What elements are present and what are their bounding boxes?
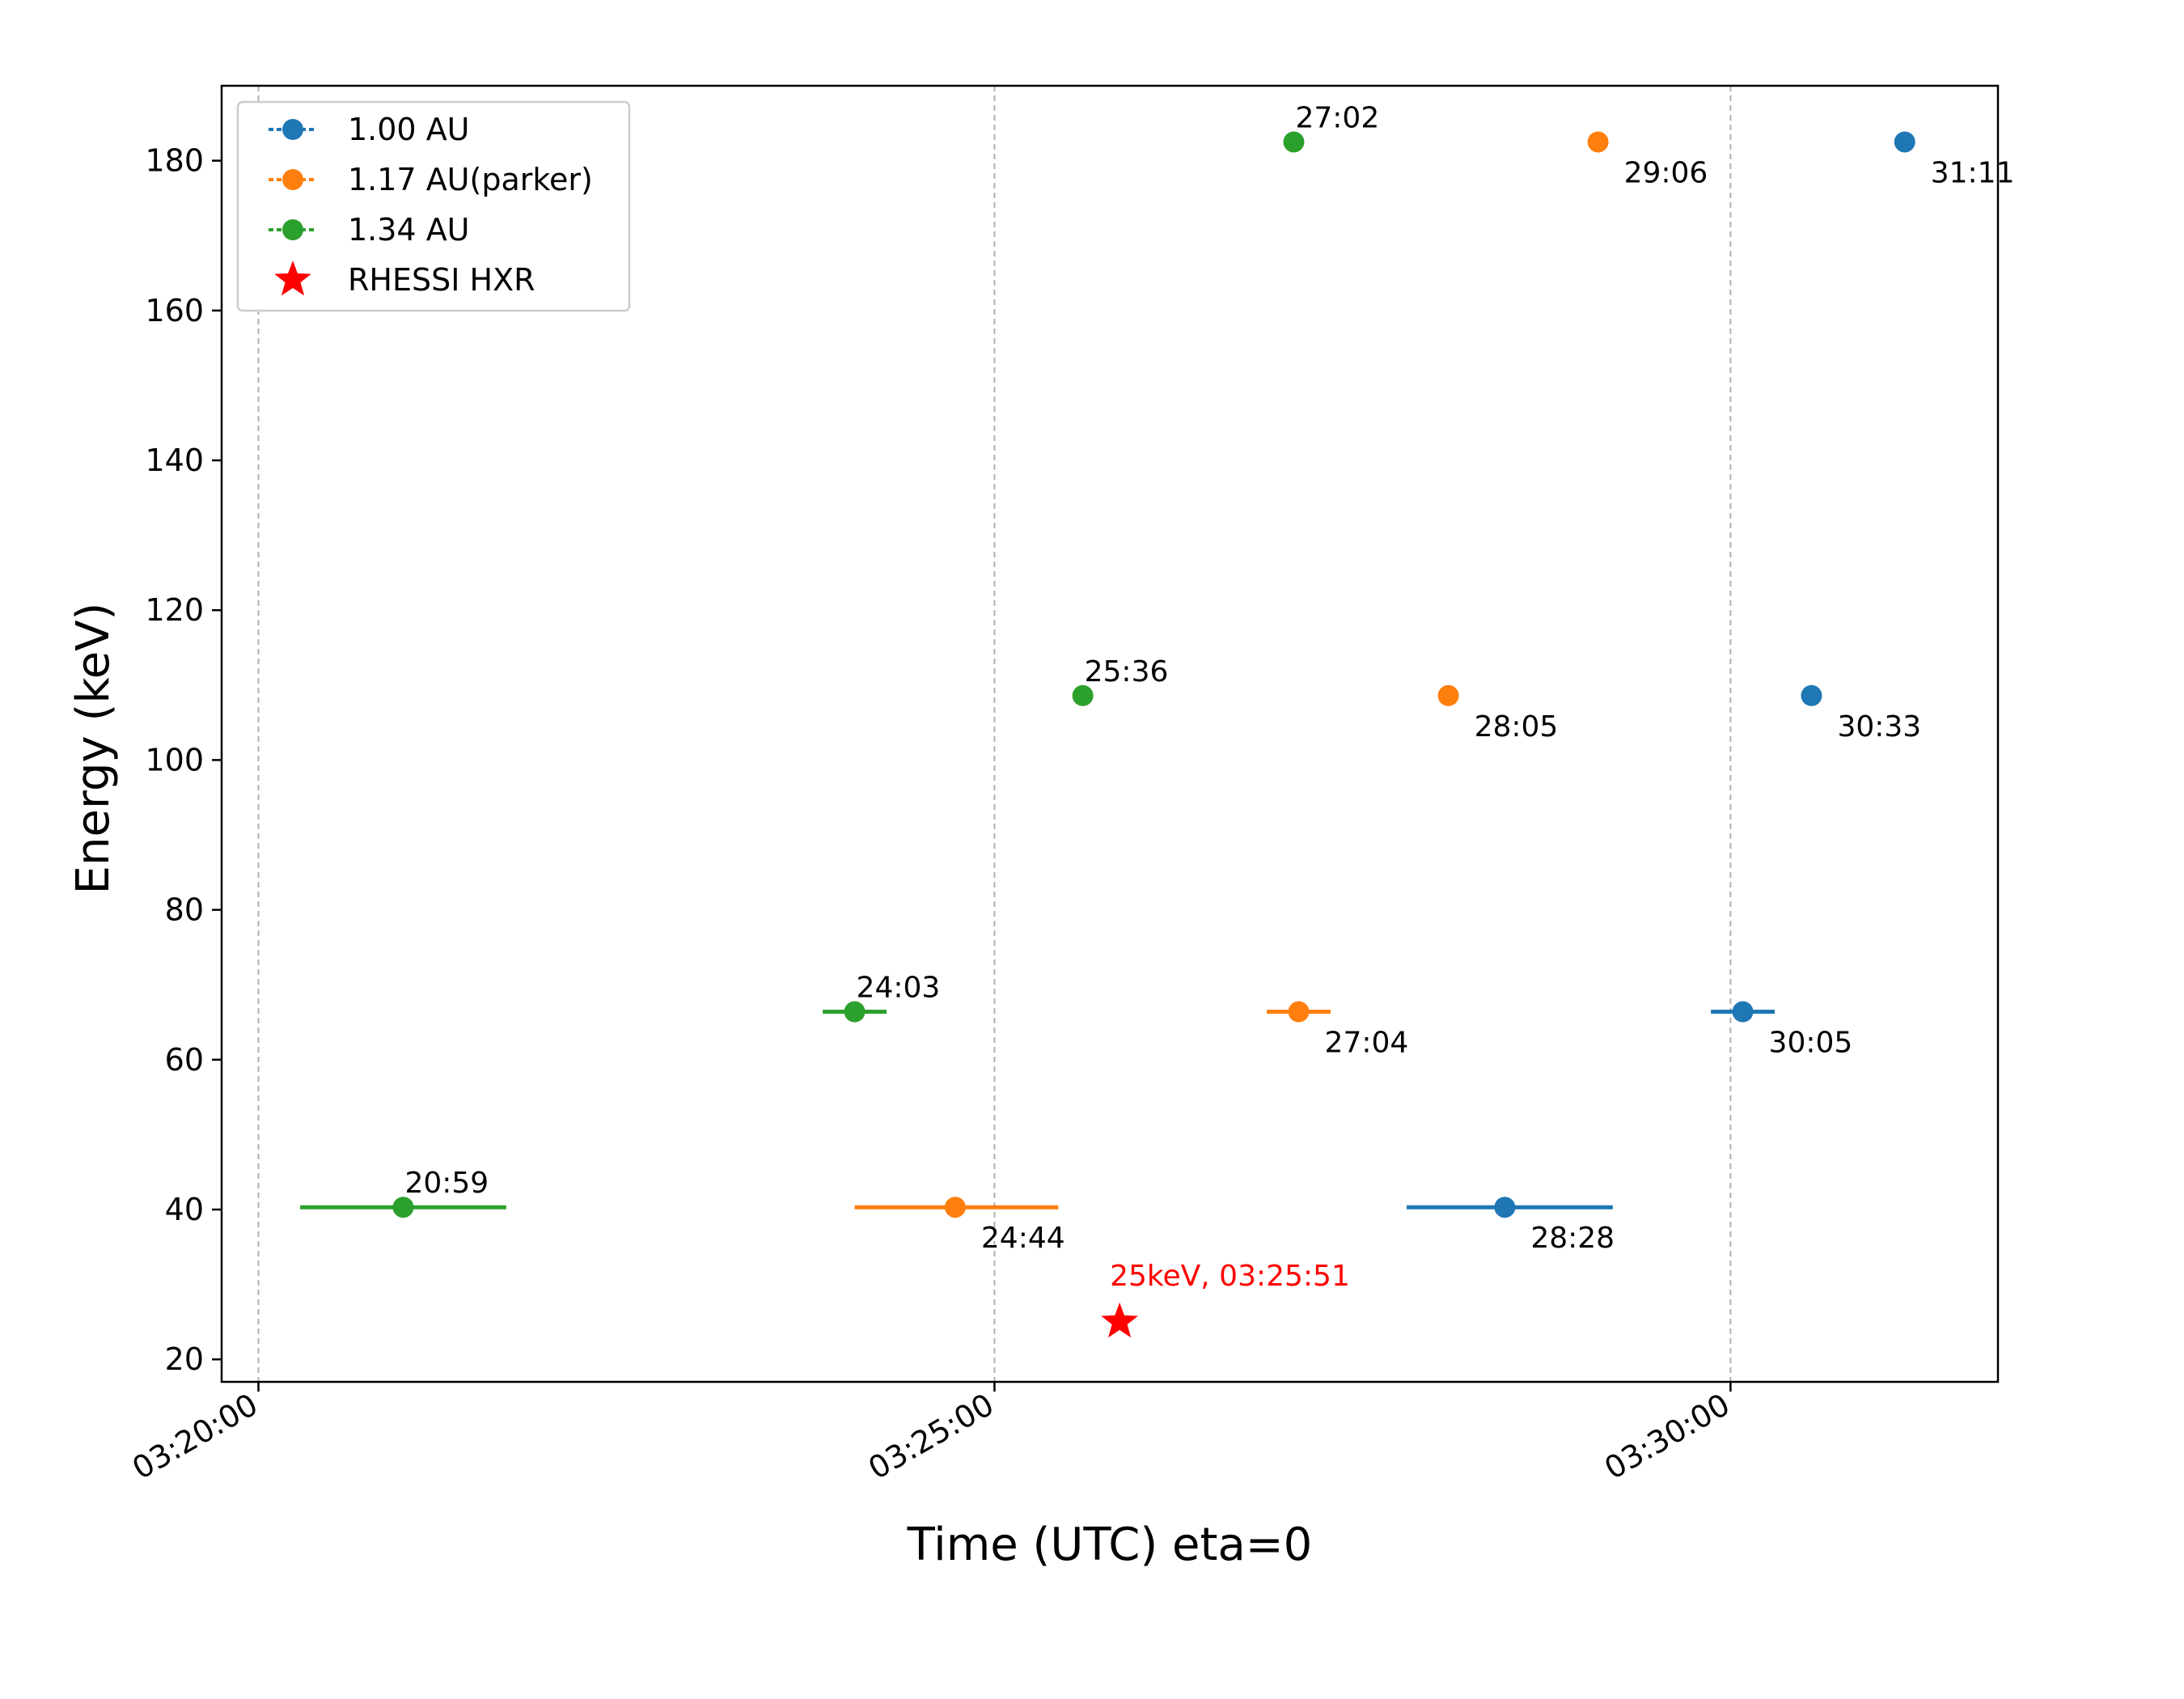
point-label: 27:02 xyxy=(1295,101,1379,134)
point-annotations: 28:28 30:05 30:33 31:11 24:44 27:04 28:05 29:06… xyxy=(404,101,2014,1292)
legend-label: 1.00 AU xyxy=(348,112,470,147)
y-tick-label: 60 xyxy=(165,1042,204,1078)
point-label: 27:04 xyxy=(1325,1027,1409,1060)
y-tick-label: 40 xyxy=(165,1192,204,1227)
point-label: 31:11 xyxy=(1931,156,2015,189)
point-label: 28:28 xyxy=(1530,1222,1615,1255)
data-point xyxy=(1587,131,1609,153)
legend-entry: 1.34 AU xyxy=(269,212,470,248)
point-label: 20:59 xyxy=(404,1167,489,1200)
y-tick-label: 160 xyxy=(145,293,204,328)
data-point xyxy=(392,1197,414,1218)
point-label: 24:44 xyxy=(981,1222,1065,1255)
y-tick-label: 80 xyxy=(165,892,204,928)
data-point xyxy=(844,1001,866,1023)
legend-box xyxy=(236,100,631,312)
data-series xyxy=(300,131,1915,1338)
y-tick-label: 100 xyxy=(145,742,204,777)
point-label: 30:33 xyxy=(1837,710,1921,744)
point-label: 29:06 xyxy=(1624,156,1708,189)
data-point xyxy=(1283,131,1305,153)
y-tick-label: 20 xyxy=(165,1341,204,1377)
legend-label: RHESSI HXR xyxy=(348,262,535,298)
point-label: 24:03 xyxy=(857,972,941,1005)
legend-swatch-dot xyxy=(282,119,303,140)
rhessi-label: 25keV, 03:25:51 xyxy=(1110,1260,1350,1293)
data-point xyxy=(1437,684,1459,706)
data-point xyxy=(1894,131,1915,153)
y-axis-label: Energy (keV) xyxy=(67,603,120,895)
legend-entry: 1.17 AU(parker) xyxy=(269,162,593,197)
y-tick-label: 180 xyxy=(145,143,204,179)
y-tick-label: 140 xyxy=(145,443,204,478)
y-axis-ticks: 20 40 60 80 100 120 140 160 180 xyxy=(145,143,222,1377)
data-point xyxy=(1288,1001,1310,1023)
data-point xyxy=(1494,1197,1516,1218)
point-label: 28:05 xyxy=(1475,710,1559,744)
legend-label: 1.17 AU(parker) xyxy=(348,162,593,197)
y-tick-label: 120 xyxy=(145,592,204,628)
point-label: 25:36 xyxy=(1085,655,1169,688)
legend-label: 1.34 AU xyxy=(348,212,470,248)
x-axis-label: Time (UTC) eta=0 xyxy=(907,1519,1313,1571)
legend-swatch-dot xyxy=(282,219,303,240)
rhessi-star-marker xyxy=(1101,1302,1138,1338)
point-label: 30:05 xyxy=(1769,1027,1853,1060)
data-point xyxy=(944,1197,966,1218)
plot-frame xyxy=(220,84,2000,1383)
data-point xyxy=(1801,684,1822,706)
data-point xyxy=(1732,1001,1754,1023)
data-point xyxy=(1072,684,1094,706)
legend-entry: RHESSI HXR xyxy=(274,261,535,298)
legend-swatch-dot xyxy=(282,169,303,190)
legend-entry: 1.00 AU xyxy=(269,112,470,147)
legend-swatch-star xyxy=(274,261,311,296)
legend: 1.00 AU 1.17 AU(parker) 1.34 AU RHESSI HXR xyxy=(236,100,631,312)
